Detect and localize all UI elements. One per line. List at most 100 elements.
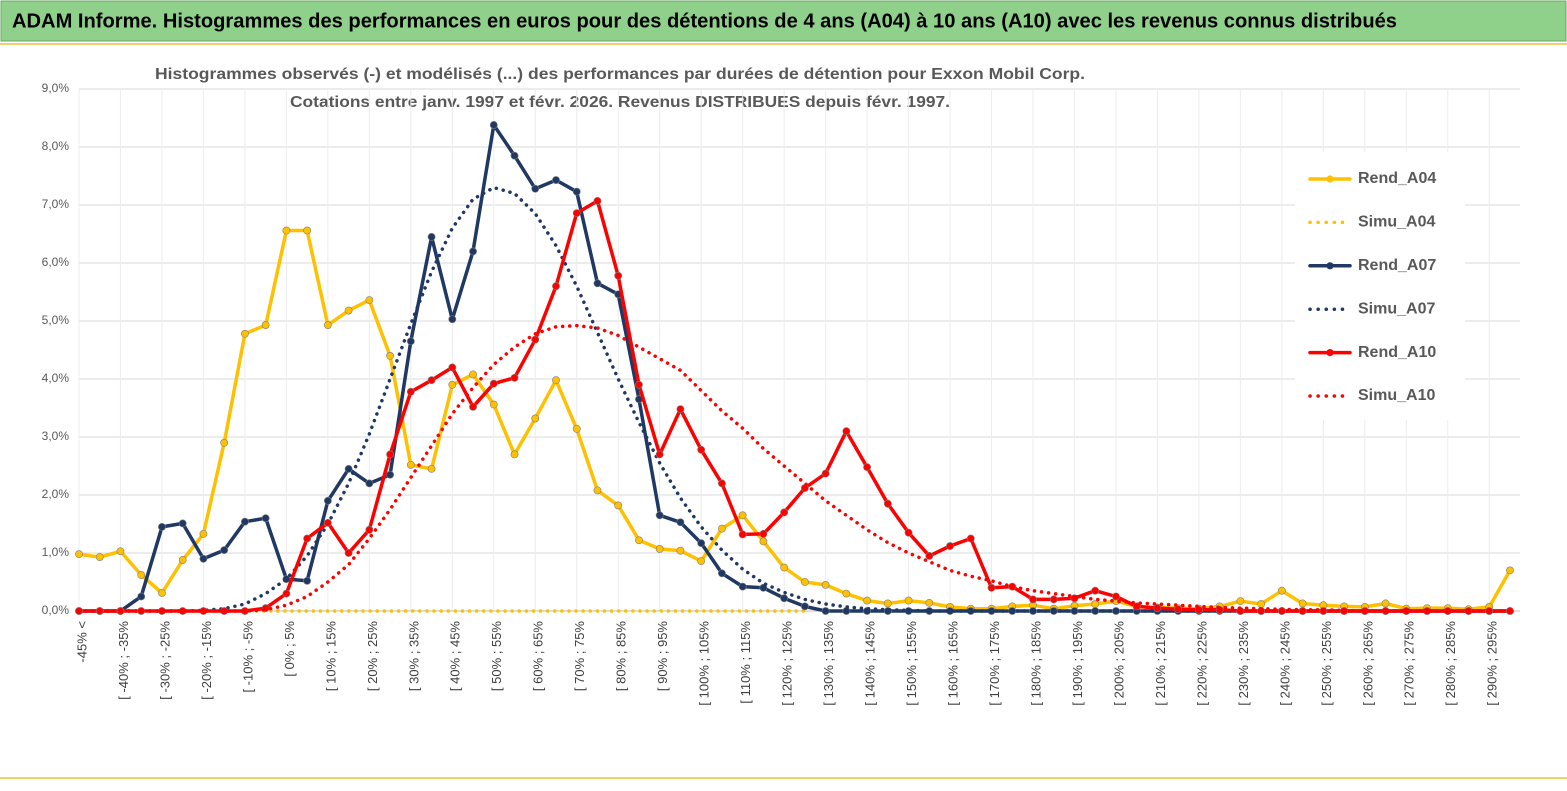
x-tick-label: [ 40% ; 45% <box>448 621 463 692</box>
data-point <box>863 463 871 472</box>
chart-subtitle: Cotations entre janv. 1997 et févr. 2026… <box>290 94 950 111</box>
data-point <box>137 592 146 601</box>
data-point <box>448 363 457 372</box>
data-point <box>800 602 809 611</box>
x-tick-label: -45% < <box>74 621 89 663</box>
chart-title: Histogrammes observés (-) et modélisés (… <box>155 66 1085 83</box>
x-tick-label: [ 100% ; 105% <box>697 621 712 706</box>
data-point <box>531 414 540 423</box>
data-point <box>655 545 664 553</box>
data-point <box>261 514 270 523</box>
data-point <box>220 546 229 554</box>
data-point <box>282 226 291 235</box>
legend-label: Rend_A04 <box>1358 170 1436 187</box>
data-point <box>1049 595 1058 604</box>
data-point <box>883 599 892 608</box>
data-point <box>572 209 581 218</box>
data-point <box>655 450 664 459</box>
data-point <box>469 402 477 411</box>
data-point <box>1195 605 1203 614</box>
legend-label: Rend_A10 <box>1358 344 1436 361</box>
data-point <box>1112 592 1120 601</box>
data-point <box>448 380 457 389</box>
data-point <box>116 547 125 556</box>
data-point <box>697 557 706 566</box>
data-point <box>780 594 789 603</box>
x-tick-label: [ -30% ; -25% <box>157 621 172 700</box>
legend-label: Rend_A07 <box>1358 257 1436 274</box>
data-point <box>635 536 643 545</box>
x-tick-label: [ 60% ; 65% <box>531 621 546 692</box>
data-point <box>344 306 353 315</box>
data-point <box>489 379 498 388</box>
data-point <box>780 563 789 572</box>
data-point <box>738 511 747 520</box>
legend-marker <box>1326 175 1334 183</box>
x-tick-label: [ 130% ; 135% <box>821 621 836 706</box>
x-tick-label: [ 20% ; 25% <box>365 621 380 692</box>
y-tick-label: 7,0% <box>42 197 70 211</box>
data-point <box>1091 586 1100 595</box>
data-point <box>75 550 83 559</box>
data-point <box>344 549 353 557</box>
data-point <box>1277 586 1286 595</box>
data-point <box>655 511 664 520</box>
data-point <box>718 524 726 533</box>
y-tick-label: 1,0% <box>42 545 70 559</box>
data-point <box>1381 599 1390 608</box>
data-point <box>863 596 871 605</box>
data-point <box>925 598 934 607</box>
banner-title: ADAM Informe. Histogrammes des performan… <box>12 10 1397 32</box>
x-tick-label: [ 210% ; 215% <box>1153 621 1168 706</box>
data-point <box>489 400 498 409</box>
data-point <box>95 553 104 561</box>
data-point <box>552 376 560 385</box>
x-tick-label: [ 250% ; 255% <box>1319 621 1334 706</box>
data-point <box>593 197 602 205</box>
data-point <box>1132 602 1141 611</box>
data-point <box>531 335 540 344</box>
data-point <box>158 589 166 597</box>
data-point <box>469 370 477 379</box>
data-point <box>241 517 249 526</box>
x-tick-label: [ 190% ; 195% <box>1070 621 1085 706</box>
data-point <box>883 499 892 508</box>
data-point <box>386 470 394 479</box>
data-point <box>365 296 374 305</box>
data-point <box>489 121 498 129</box>
data-point <box>261 321 270 329</box>
data-point <box>1298 599 1307 608</box>
x-tick-label: [ 290% ; 295% <box>1485 621 1500 706</box>
data-point <box>406 337 415 346</box>
x-tick-label: [ 260% ; 265% <box>1360 621 1375 706</box>
x-tick-label: [ 70% ; 75% <box>572 621 587 692</box>
data-point <box>1257 600 1266 608</box>
data-point <box>1091 600 1100 608</box>
data-point <box>780 508 789 517</box>
data-point <box>593 279 602 288</box>
data-point <box>738 582 747 591</box>
data-point <box>469 247 477 256</box>
data-point <box>323 496 332 505</box>
x-tick-label: [ 220% ; 225% <box>1194 621 1209 706</box>
legend-label: Simu_A04 <box>1358 214 1435 231</box>
x-tick-label: [ 200% ; 205% <box>1111 621 1126 706</box>
y-tick-label: 2,0% <box>42 487 70 501</box>
data-point <box>303 226 312 235</box>
data-point <box>1029 595 1037 604</box>
y-tick-label: 9,0% <box>42 81 70 95</box>
series-line <box>77 199 1512 613</box>
legend-marker <box>1326 262 1334 270</box>
data-point <box>137 571 146 579</box>
data-point <box>531 184 540 193</box>
x-tick-label: [ -10% ; -5% <box>240 621 255 693</box>
data-point <box>821 469 830 478</box>
y-tick-label: 0,0% <box>42 603 70 617</box>
data-point <box>635 380 643 389</box>
data-point <box>552 176 560 184</box>
x-tick-label: [ 120% ; 125% <box>780 621 795 706</box>
data-point <box>427 376 436 385</box>
data-point <box>241 329 249 338</box>
data-point <box>178 556 187 564</box>
